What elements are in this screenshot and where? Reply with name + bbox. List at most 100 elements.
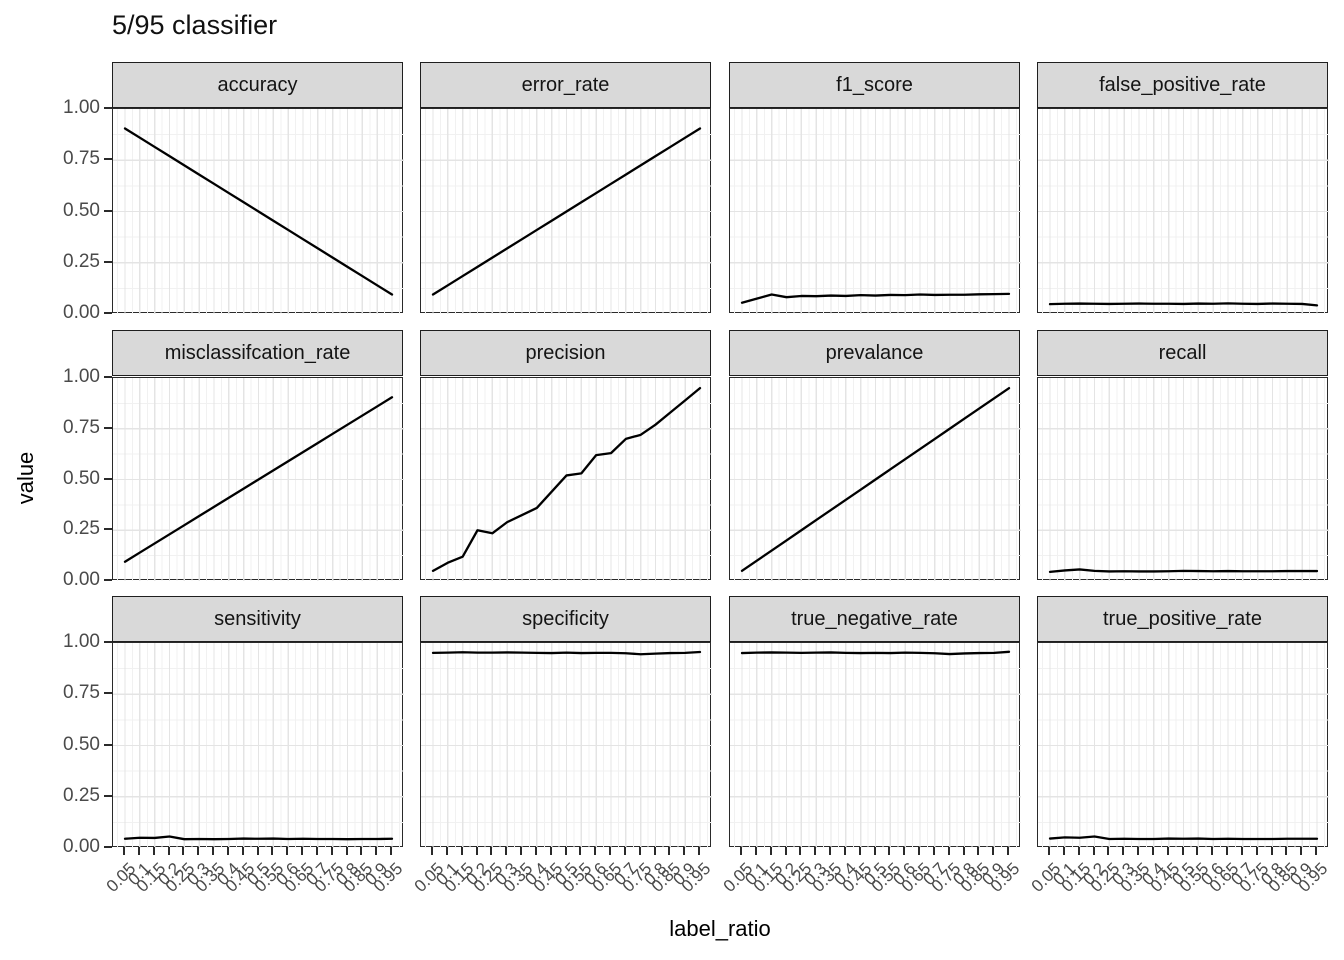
- x-tick-mark: [698, 847, 700, 855]
- facet-strip-label: sensitivity: [214, 607, 301, 630]
- x-tick-mark: [1211, 847, 1214, 855]
- x-tick-mark: [564, 847, 567, 855]
- x-tick-mark: [226, 847, 229, 855]
- x-tick-mark: [858, 847, 861, 855]
- facet-strip-label: true_negative_rate: [791, 607, 958, 630]
- x-tick-mark: [1137, 847, 1139, 855]
- y-tick-mark: [104, 158, 112, 161]
- facet-line: [1048, 568, 1319, 574]
- x-tick-mark: [1007, 847, 1009, 855]
- x-tick-mark: [1240, 847, 1243, 855]
- x-tick-mark: [740, 847, 742, 855]
- x-tick-mark: [1151, 847, 1154, 855]
- x-tick-mark: [445, 847, 448, 855]
- y-tick-mark: [104, 312, 112, 314]
- x-tick-mark: [490, 847, 493, 855]
- facet-strip: f1_score: [729, 62, 1020, 108]
- y-tick-label: 1.00: [63, 366, 100, 387]
- facet-line: [123, 835, 394, 841]
- x-tick-mark: [1226, 847, 1228, 855]
- x-tick-mark: [475, 847, 478, 855]
- facet-plot-svg: [730, 109, 1021, 314]
- y-tick-label: 0.25: [63, 518, 100, 540]
- facet-panel: [112, 108, 404, 314]
- x-tick-mark: [843, 847, 846, 855]
- y-tick-mark: [104, 846, 112, 848]
- facet-panel: [420, 108, 712, 314]
- y-tick-mark: [104, 477, 112, 480]
- x-tick-mark: [668, 847, 671, 855]
- x-tick-mark: [609, 847, 611, 855]
- x-tick-mark: [888, 847, 891, 855]
- facet-strip-label: precision: [525, 341, 606, 364]
- facet-plot-svg: [421, 109, 712, 314]
- x-tick-mark: [534, 847, 537, 855]
- facet-line: [431, 650, 702, 656]
- facet-strip-label: error_rate: [521, 73, 610, 96]
- facet-line: [740, 650, 1011, 656]
- x-tick-mark: [197, 847, 200, 855]
- x-tick-mark: [375, 847, 378, 855]
- x-tick-mark: [829, 847, 831, 855]
- facet-panel: [1037, 377, 1329, 581]
- y-tick-label: 1.00: [63, 631, 100, 652]
- x-tick-mark: [431, 847, 433, 855]
- x-tick-mark: [653, 847, 656, 855]
- x-tick-mark: [241, 847, 244, 855]
- x-tick-mark: [167, 847, 170, 855]
- x-tick-mark: [918, 847, 920, 855]
- x-tick-mark: [594, 847, 597, 855]
- y-tick-label: 0.00: [63, 836, 100, 857]
- x-tick-mark: [1092, 847, 1095, 855]
- facet-panel: [729, 642, 1021, 848]
- y-tick-mark: [104, 260, 112, 263]
- facet-panel: [112, 642, 404, 848]
- x-tick-mark: [579, 847, 582, 855]
- y-tick-mark: [104, 794, 112, 797]
- y-tick-label: 0.50: [63, 199, 100, 221]
- y-tick-label: 0.25: [63, 250, 100, 272]
- facet-panel: [420, 377, 712, 581]
- facet-strip-label: f1_score: [836, 73, 913, 96]
- facet-panel: [112, 377, 404, 581]
- y-tick-label: 0.50: [63, 467, 100, 489]
- y-tick-mark: [104, 641, 112, 643]
- x-tick-mark: [256, 847, 259, 855]
- x-tick-mark: [1062, 847, 1065, 855]
- facet-plot-svg: [1038, 109, 1329, 314]
- x-tick-mark: [1122, 847, 1125, 855]
- x-tick-mark: [286, 847, 289, 855]
- x-tick-mark: [1166, 847, 1169, 855]
- x-tick-mark: [1315, 847, 1317, 855]
- facet-panel: [1037, 642, 1329, 848]
- x-tick-mark: [460, 847, 463, 855]
- x-tick-mark: [330, 847, 333, 855]
- x-axis-title: label_ratio: [669, 916, 771, 941]
- x-tick-mark: [992, 847, 995, 855]
- facet-strip-label: recall: [1158, 341, 1207, 364]
- facet-strip: false_positive_rate: [1037, 62, 1328, 108]
- facet-plot-svg: [113, 109, 404, 314]
- x-tick-mark: [873, 847, 876, 855]
- x-tick-mark: [152, 847, 155, 855]
- facet-line: [123, 396, 394, 563]
- facet-strip: true_positive_rate: [1037, 596, 1328, 642]
- x-tick-mark: [638, 847, 641, 855]
- x-tick-mark: [932, 847, 935, 855]
- y-tick-mark: [104, 107, 112, 109]
- x-tick-mark: [137, 847, 140, 855]
- facet-panel: [729, 108, 1021, 314]
- facet-strip: precision: [420, 330, 711, 376]
- y-tick-label: 0.00: [63, 302, 100, 323]
- facet-strip: misclassifcation_rate: [112, 330, 403, 376]
- facet-strip-label: misclassifcation_rate: [164, 341, 351, 364]
- x-tick-mark: [360, 847, 363, 855]
- facet-strip: specificity: [420, 596, 711, 642]
- x-tick-mark: [1048, 847, 1050, 855]
- facet-plot-svg: [1038, 643, 1329, 848]
- facet-plot-svg: [730, 643, 1021, 848]
- facet-strip: prevalance: [729, 330, 1020, 376]
- x-tick-mark: [769, 847, 772, 855]
- facet-panel: [1037, 108, 1329, 314]
- x-tick-mark: [1196, 847, 1199, 855]
